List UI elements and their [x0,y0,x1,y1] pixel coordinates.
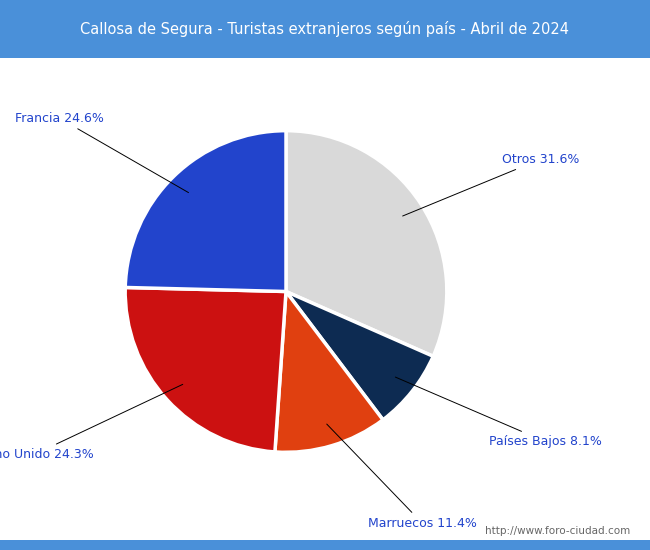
Text: http://www.foro-ciudad.com: http://www.foro-ciudad.com [486,526,630,536]
Text: Marruecos 11.4%: Marruecos 11.4% [327,424,477,530]
Wedge shape [125,131,286,292]
Wedge shape [286,292,433,420]
Wedge shape [125,288,286,452]
Text: Callosa de Segura - Turistas extranjeros según país - Abril de 2024: Callosa de Segura - Turistas extranjeros… [81,21,569,37]
Text: Francia 24.6%: Francia 24.6% [15,112,188,192]
Text: Reino Unido 24.3%: Reino Unido 24.3% [0,384,183,461]
Wedge shape [286,131,447,356]
Wedge shape [275,292,383,452]
Text: Países Bajos 8.1%: Países Bajos 8.1% [395,377,602,448]
Text: Otros 31.6%: Otros 31.6% [402,153,579,216]
